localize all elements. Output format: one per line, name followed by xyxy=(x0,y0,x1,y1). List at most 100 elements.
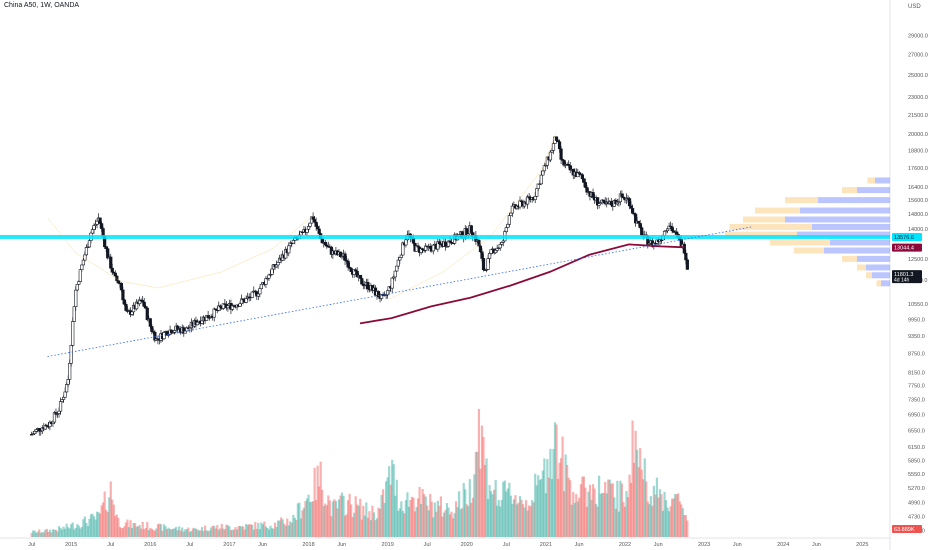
volume-bar xyxy=(448,514,452,537)
volume-bar xyxy=(455,501,458,537)
volume-bar xyxy=(266,528,269,537)
candle-up xyxy=(498,244,502,249)
volume-bar xyxy=(593,488,596,537)
candle-up xyxy=(276,262,280,266)
price-tick-label: 8150.0 xyxy=(908,370,925,376)
volume-bar xyxy=(450,511,453,537)
candle-down xyxy=(469,225,473,233)
volume-profile-bar-down xyxy=(867,177,875,184)
volume-bar xyxy=(281,519,284,537)
volume-profile-bar-down xyxy=(725,231,797,238)
volume-bar xyxy=(652,485,655,537)
candle-up xyxy=(87,240,92,248)
volume-profile-bar-up xyxy=(875,177,890,184)
candle-up xyxy=(399,254,403,258)
volume-bar xyxy=(284,525,287,537)
volume-bar xyxy=(649,496,652,537)
volume-bar xyxy=(528,505,531,537)
volume-bar xyxy=(30,533,33,537)
volume-bar xyxy=(602,492,605,537)
candle-up xyxy=(57,410,61,414)
candle-up xyxy=(551,143,556,151)
candle-up xyxy=(72,306,76,322)
candle-down xyxy=(583,182,588,188)
volume-bar xyxy=(506,488,509,537)
volume-bar xyxy=(185,529,188,537)
volume-profile-bar-up xyxy=(881,280,890,287)
candle-up xyxy=(270,268,274,275)
price-tick-label: 25000.0 xyxy=(908,73,928,79)
volume-bar xyxy=(79,528,82,537)
volume-bar xyxy=(584,487,587,537)
volume-bar xyxy=(553,422,557,537)
volume-bar xyxy=(523,507,526,537)
volume-bar xyxy=(62,526,65,537)
volume-bar xyxy=(216,525,219,537)
time-tick-label: 2023 xyxy=(698,542,710,548)
volume-bar xyxy=(631,420,634,537)
volume-bar xyxy=(541,470,544,537)
volume-bar xyxy=(71,522,74,537)
time-tick-label: 2020 xyxy=(461,542,473,548)
volume-bar xyxy=(543,458,546,537)
candle-down xyxy=(557,141,562,150)
volume-bar xyxy=(170,529,173,537)
time-tick-label: 2019 xyxy=(382,542,394,548)
volume-bar xyxy=(232,529,236,537)
volume-bar xyxy=(561,436,564,537)
volume-bar xyxy=(445,503,449,537)
volume-bar xyxy=(200,527,204,537)
candle-up xyxy=(486,258,490,270)
volume-bar xyxy=(260,522,263,537)
volume-bar xyxy=(514,495,517,537)
volume-profile-bar-up xyxy=(857,187,890,194)
candle-up xyxy=(95,220,99,225)
volume-bar xyxy=(563,491,566,537)
fib-arc xyxy=(387,132,557,301)
candle-up xyxy=(65,384,69,393)
volume-bar xyxy=(531,500,534,537)
volume-bar xyxy=(264,526,268,537)
volume-bar xyxy=(331,501,334,537)
candle-down xyxy=(629,205,633,209)
volume-bar xyxy=(109,481,112,537)
volume-bar xyxy=(413,511,417,537)
volume-bar xyxy=(511,503,514,537)
volume-bar xyxy=(537,475,540,537)
candle-up xyxy=(60,399,64,402)
volume-bar xyxy=(240,526,243,537)
volume-bar xyxy=(535,485,538,537)
volume-bar xyxy=(95,511,99,537)
volume-bar xyxy=(598,475,601,537)
volume-bar xyxy=(661,510,665,537)
volume-bar xyxy=(283,523,286,537)
volume-bar xyxy=(316,465,319,537)
volume-bar xyxy=(290,522,293,537)
volume-bar xyxy=(70,524,73,537)
volume-bar xyxy=(42,532,45,537)
volume-profile-bar-down xyxy=(857,264,866,271)
volume-bar xyxy=(351,516,354,537)
volume-bar xyxy=(234,527,237,537)
candle-down xyxy=(480,251,484,259)
candle-up xyxy=(541,170,545,176)
volume-bar xyxy=(441,516,444,537)
volume-bar xyxy=(660,494,663,537)
volume-bar xyxy=(623,506,627,537)
volume-bar xyxy=(342,495,345,537)
volume-bar xyxy=(669,506,672,537)
volume-bar xyxy=(521,504,525,537)
volume-bar xyxy=(356,504,359,537)
volume-bar xyxy=(397,510,400,537)
volume-bar xyxy=(270,528,274,537)
volume-bar xyxy=(532,502,535,537)
volume-bar xyxy=(590,499,593,537)
candle-down xyxy=(609,201,613,206)
volume-bar xyxy=(555,424,558,537)
candle-down xyxy=(98,217,102,224)
volume-bar xyxy=(178,526,181,537)
volume-bar xyxy=(508,482,511,537)
volume-bar xyxy=(403,513,406,537)
volume-bar xyxy=(601,493,604,537)
